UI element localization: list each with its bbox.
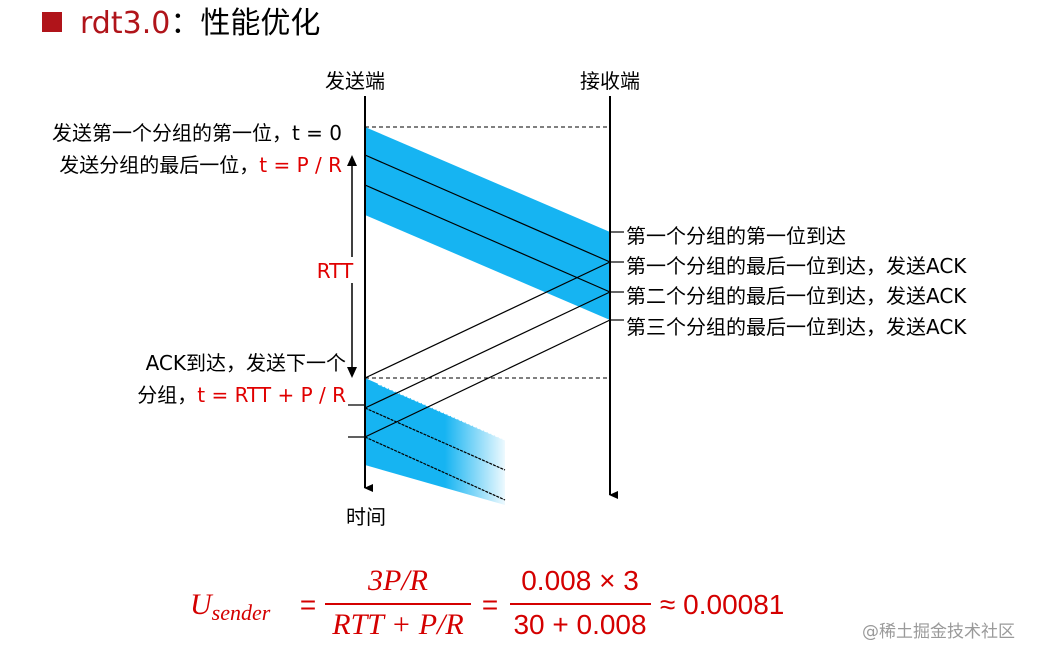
event-label: 第一个分组的最后一位到达，发送ACK xyxy=(626,254,967,278)
subscript: sender xyxy=(212,600,271,625)
denominator: 30 + 0.008 xyxy=(513,609,646,640)
title-bullet xyxy=(42,12,62,32)
event-label: 第三个分组的最后一位到达，发送ACK xyxy=(626,315,967,339)
denominator: RTT + P/R xyxy=(331,608,463,641)
label-time: t = RTT + P / R xyxy=(197,383,346,407)
rtt-bg xyxy=(310,257,360,283)
receiver-label: 接收端 xyxy=(580,69,640,93)
packet-band xyxy=(365,127,610,320)
event-label: 分组，t = RTT + P / R xyxy=(137,383,346,407)
numerator: 0.008 × 3 xyxy=(521,565,639,596)
equals: = xyxy=(482,589,498,620)
watermark: @稀土掘金技术社区 xyxy=(862,622,1015,642)
label-text: 分组， xyxy=(137,383,197,407)
event-label: 发送分组的最后一位，t = P / R xyxy=(59,153,342,177)
rtt-label: RTT xyxy=(317,259,354,283)
dashed-lines xyxy=(365,126,610,379)
result: ≈ 0.00081 xyxy=(660,589,784,620)
sender-label: 发送端 xyxy=(325,69,385,93)
event-label: ACK到达，发送下一个 xyxy=(146,351,346,375)
ticks xyxy=(348,231,624,438)
event-label: 第一个分组的第一位到达 xyxy=(626,224,846,248)
event-label: 发送第一个分组的第一位，t = 0 xyxy=(52,121,342,145)
symbol: U xyxy=(190,588,214,621)
packet-lines xyxy=(364,154,611,501)
title-prefix: rdt3.0 xyxy=(80,6,170,41)
formula-u: Usender xyxy=(190,588,271,625)
numerator: 3P/R xyxy=(367,564,428,597)
title: rdt3.0：性能优化 xyxy=(80,6,320,41)
packet-band-next xyxy=(365,378,505,505)
event-label: 第二个分组的最后一位到达，发送ACK xyxy=(626,284,967,308)
time-label: 时间 xyxy=(346,505,386,529)
equals: = xyxy=(300,589,316,620)
title-suffix: ：性能优化 xyxy=(170,6,320,41)
label-text: 发送分组的最后一位， xyxy=(59,153,259,177)
label-time: t = P / R xyxy=(259,153,342,177)
